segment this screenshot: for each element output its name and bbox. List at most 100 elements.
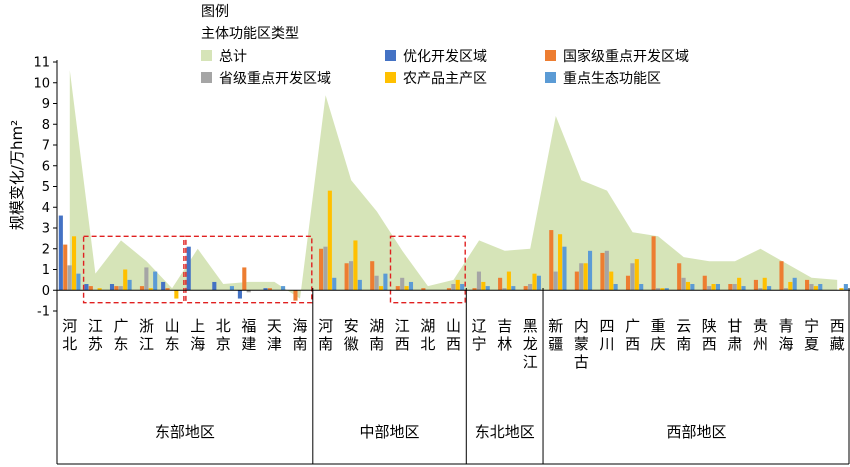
bar-广西-国家级重点开发区域: [625, 275, 631, 291]
bar-江西-农产品主产区: [404, 286, 409, 291]
bar-贵州-国家级重点开发区域: [753, 279, 758, 291]
province-char: 海: [778, 335, 793, 353]
bar-云南-省级重点开发区域: [681, 277, 686, 291]
bar-山西-国家级重点开发区域: [446, 288, 451, 291]
y-tick-label: 2: [42, 242, 50, 257]
bar-山西-重点生态功能区: [460, 284, 465, 291]
legend-item-优化开发区域: 优化开发区域: [385, 49, 487, 65]
province-char: 南: [369, 335, 384, 353]
bar-山东-优化开发区域: [161, 281, 166, 291]
legend-label: 重点生态功能区: [563, 71, 661, 87]
bar-重庆-农产品主产区: [660, 288, 665, 291]
legend-swatch: [545, 72, 556, 83]
bar-四川-省级重点开发区域: [604, 250, 609, 291]
province-label-福建: 福建: [241, 317, 256, 353]
province-label-山西: 山西: [446, 317, 461, 353]
bar-河南-农产品主产区: [327, 190, 332, 291]
legend-item-国家级重点开发区域: 国家级重点开发区域: [545, 48, 689, 65]
province-char: 津: [267, 335, 282, 353]
province-label-天津: 天津: [267, 317, 282, 353]
bar-云南-农产品主产区: [685, 281, 691, 291]
province-char: 西: [446, 335, 461, 353]
region-label-西部地区: 西部地区: [666, 423, 726, 441]
bar-浙江-重点生态功能区: [153, 271, 158, 291]
bar-天津-重点生态功能区: [281, 286, 286, 291]
bar-西藏-农产品主产区: [839, 288, 844, 291]
province-char: 西: [830, 317, 845, 335]
province-char: 福: [241, 317, 256, 335]
province-char: 疆: [548, 335, 563, 353]
bar-陕西-省级重点开发区域: [707, 286, 712, 291]
province-label-安徽: 安徽: [344, 317, 359, 353]
province-char: 肃: [727, 335, 742, 353]
y-tick-label: 1: [42, 263, 50, 278]
province-char: 南: [318, 335, 333, 353]
bar-广东-优化开发区域: [109, 284, 115, 291]
legend-label: 省级重点开发区域: [219, 71, 331, 87]
bar-甘肃-重点生态功能区: [741, 286, 746, 291]
province-char: 南: [676, 335, 691, 353]
bar-河北-省级重点开发区域: [67, 265, 72, 291]
province-label-宁夏: 宁夏: [804, 317, 819, 353]
bar-黑龙江-省级重点开发区域: [528, 284, 533, 291]
province-char: 宁: [804, 317, 819, 335]
province-char: 西: [702, 335, 717, 353]
bar-黑龙江-重点生态功能区: [536, 275, 541, 291]
bar-安徽-国家级重点开发区域: [344, 263, 349, 291]
bar-湖南-国家级重点开发区域: [370, 261, 375, 291]
province-char: 海: [190, 335, 205, 353]
bar-江西-省级重点开发区域: [400, 277, 405, 291]
province-char: 建: [241, 335, 256, 353]
bar-广东-国家级重点开发区域: [114, 286, 119, 291]
bar-山东-农产品主产区: [174, 290, 179, 299]
legend-label: 优化开发区域: [403, 49, 487, 65]
province-char: 东: [113, 335, 128, 353]
province-label-湖南: 湖南: [369, 317, 384, 353]
province-label-广东: 广东: [113, 317, 128, 353]
bar-浙江-省级重点开发区域: [144, 267, 149, 291]
bar-河南-重点生态功能区: [332, 277, 337, 291]
legend-label: 国家级重点开发区域: [563, 48, 689, 65]
x-axis: 河北江苏广东浙江山东上海北京福建天津海南河南安徽湖南江西湖北山西辽宁吉林黑龙江新…: [56, 288, 850, 465]
province-char: 林: [497, 335, 512, 353]
province-char: 贵: [753, 317, 768, 335]
y-tick-label: 6: [42, 159, 50, 174]
province-char: 京: [216, 335, 231, 353]
bar-河北-优化开发区域: [58, 215, 63, 291]
legend-swatch: [201, 50, 212, 61]
province-char: 蒙: [574, 335, 589, 353]
bar-上海-优化开发区域: [186, 246, 191, 291]
province-label-陕西: 陕西: [702, 317, 717, 353]
province-char: 州: [753, 335, 768, 353]
legend-subtitle: 主体功能区类型: [201, 26, 299, 42]
province-label-辽宁: 辽宁: [472, 317, 487, 353]
province-char: 陕: [702, 317, 717, 335]
bar-安徽-农产品主产区: [353, 240, 358, 291]
bar-陕西-国家级重点开发区域: [702, 275, 707, 291]
province-label-青海: 青海: [778, 317, 793, 353]
bar-河南-国家级重点开发区域: [319, 248, 324, 291]
bar-辽宁-重点生态功能区: [485, 286, 490, 291]
province-char: 苏: [88, 335, 103, 353]
bar-贵州-省级重点开发区域: [758, 288, 763, 291]
bar-安徽-重点生态功能区: [357, 279, 362, 291]
bar-宁夏-国家级重点开发区域: [805, 279, 810, 291]
bar-四川-重点生态功能区: [613, 284, 618, 291]
province-char: 夏: [804, 335, 819, 353]
bar-湖北-国家级重点开发区域: [421, 288, 426, 291]
y-tick-label: 9: [42, 97, 50, 112]
bar-江西-重点生态功能区: [408, 281, 414, 291]
province-label-重庆: 重庆: [651, 317, 666, 353]
y-axis: -1 0 1 2 3 4 5 6 7 8 9 10 11: [33, 56, 58, 320]
bar-广西-重点生态功能区: [639, 284, 644, 291]
region-label-东北地区: 东北地区: [475, 423, 535, 441]
bar-青海-国家级重点开发区域: [779, 261, 784, 291]
province-label-西藏: 西藏: [830, 317, 845, 353]
bar-内蒙古-省级重点开发区域: [579, 263, 584, 291]
province-label-海南: 海南: [292, 317, 307, 353]
bar-山东-国家级重点开发区域: [165, 288, 170, 291]
province-char: 川: [599, 335, 614, 353]
bar-辽宁-农产品主产区: [481, 281, 486, 291]
bar-吉林-重点生态功能区: [511, 286, 516, 291]
bar-宁夏-省级重点开发区域: [809, 284, 814, 291]
